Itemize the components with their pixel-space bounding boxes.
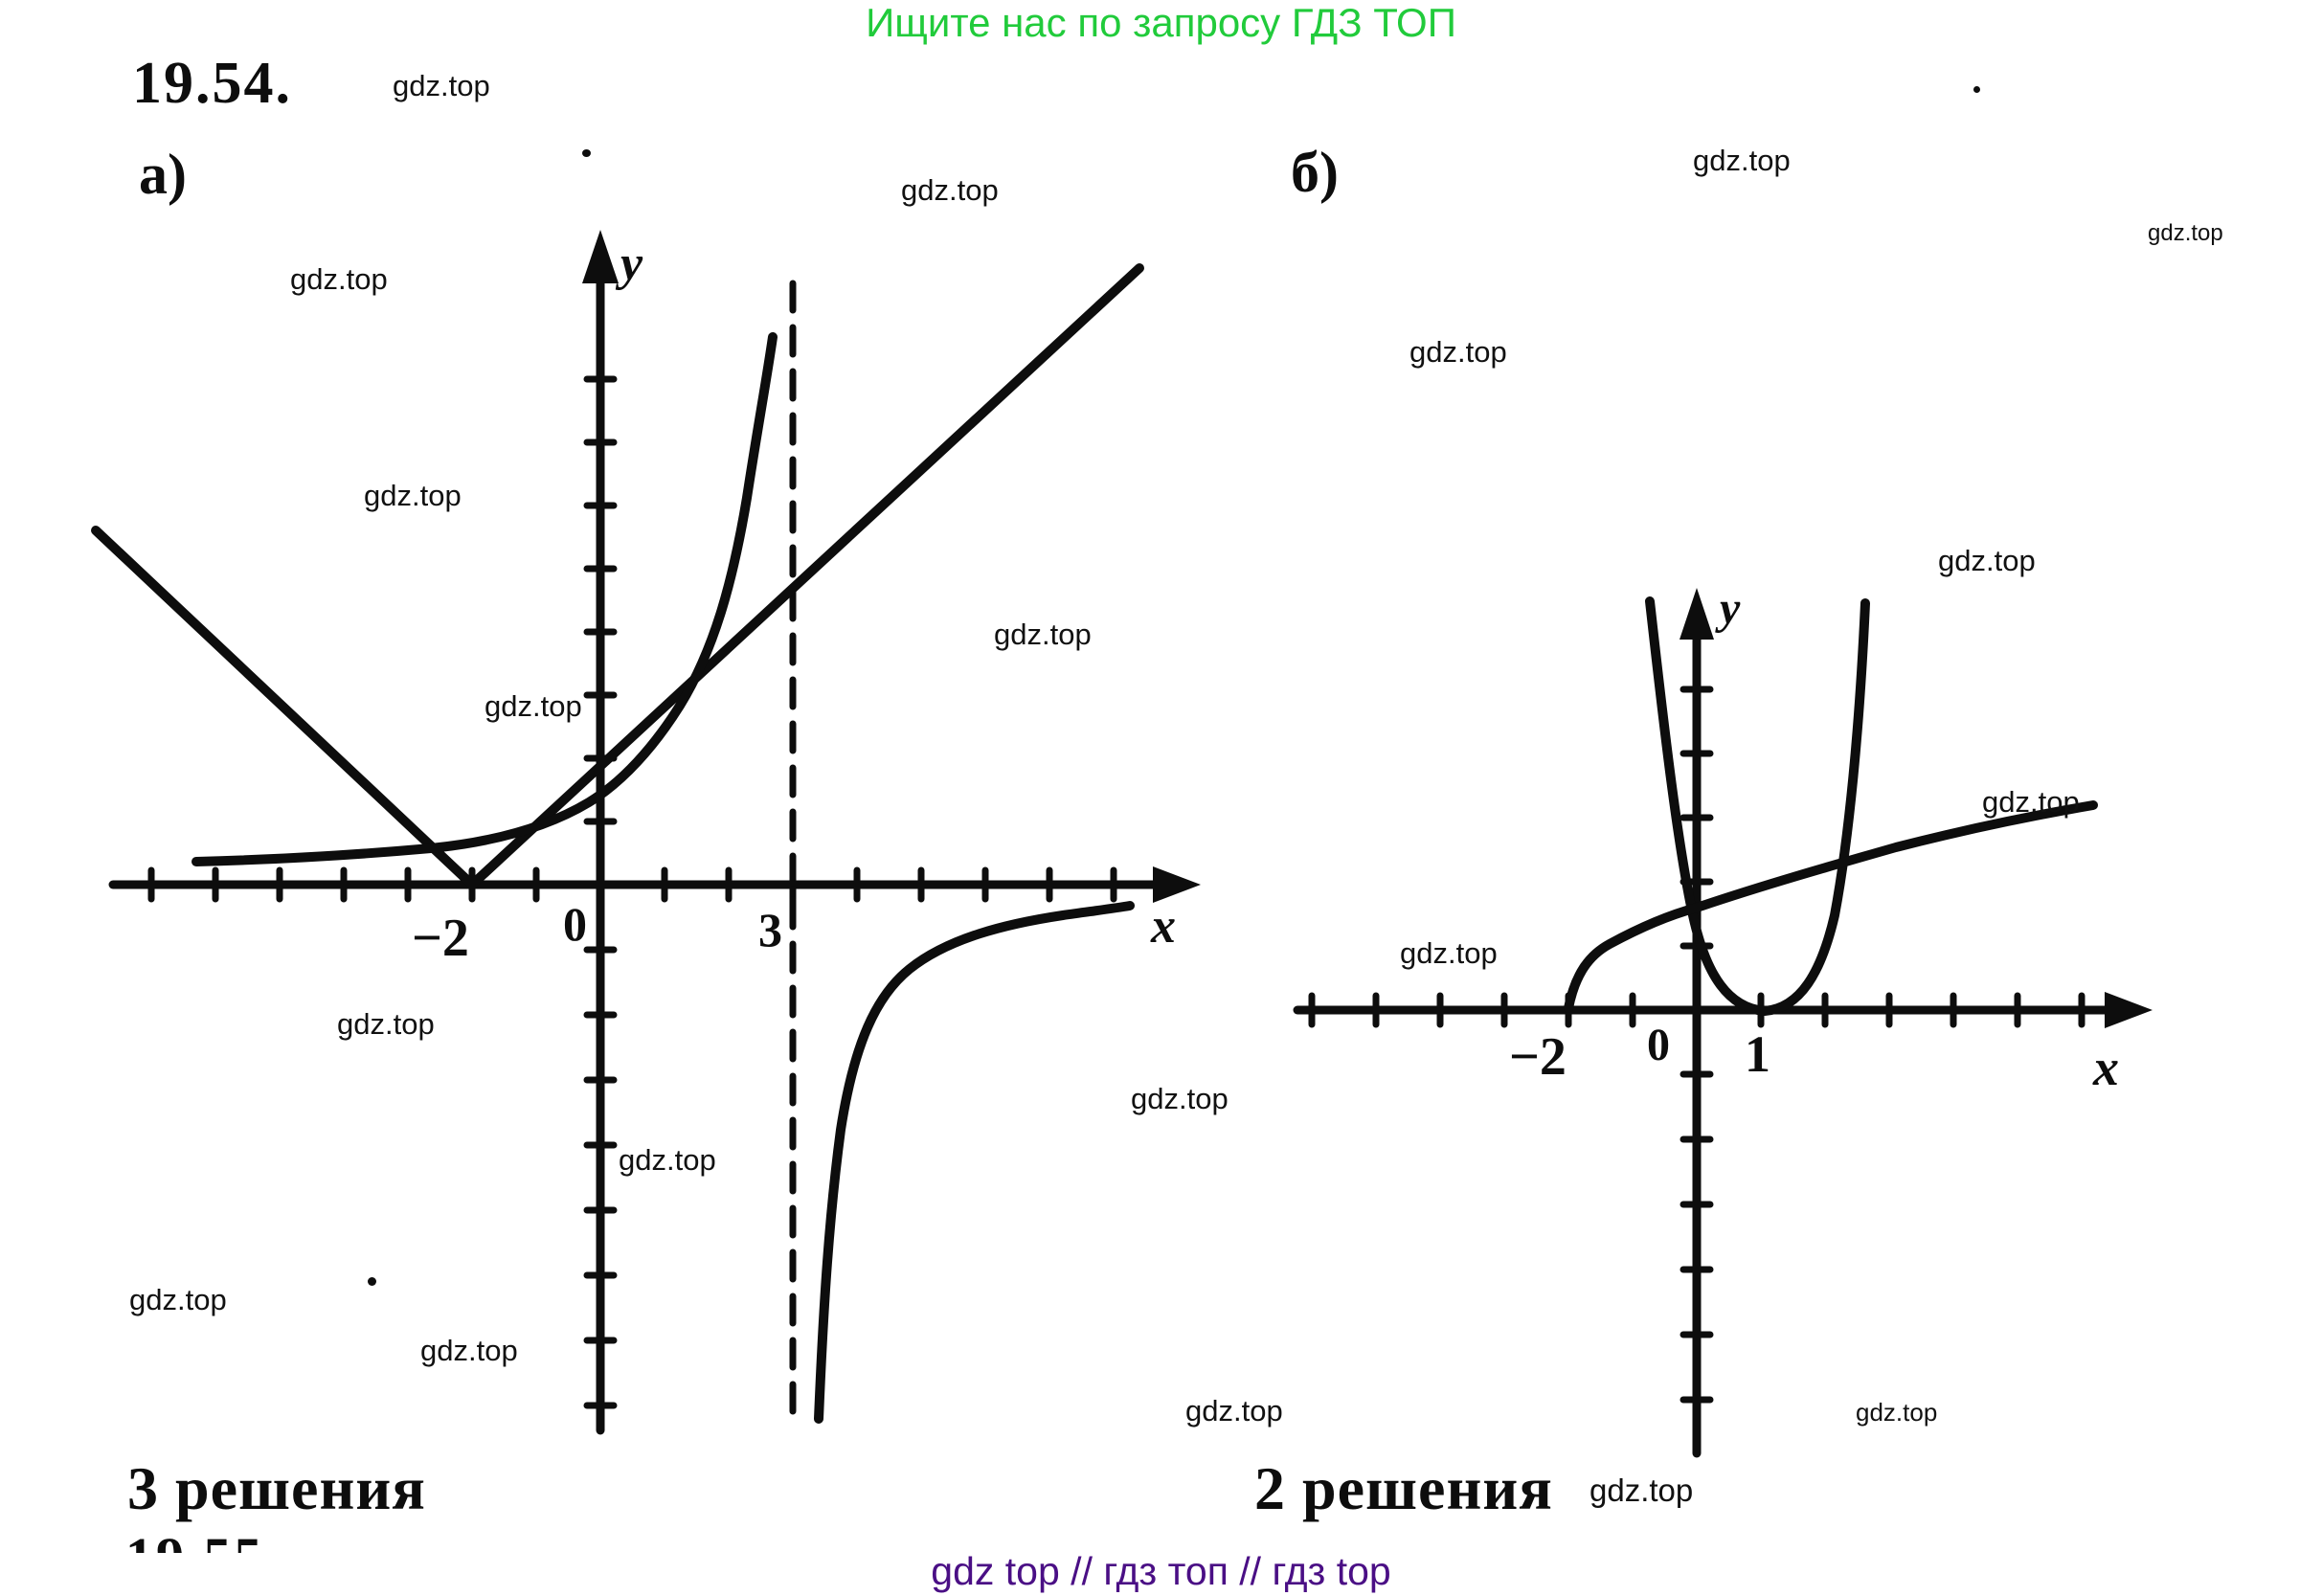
figure-a-tick-label-zero: 0 [563,897,587,951]
watermark: gdz.top [1589,1472,1694,1508]
figure-b-label: б) [1291,141,1339,204]
ink-speck [368,1277,376,1286]
figure-b-x-axis-label: x [2093,1039,2119,1096]
watermark: gdz.top [1693,144,1791,177]
figure-b-x-axis-arrow-icon [2105,992,2153,1028]
figure-b-tick-label-minus2: −2 [1509,1027,1567,1087]
footer-banner: gdz top // гдз топ // гдз top [931,1549,1391,1593]
figure-a-answer: 3 решения [127,1454,426,1522]
watermark: gdz.top [1400,936,1498,970]
watermark: gdz.top [1185,1394,1283,1427]
watermark: gdz.top [1938,544,2036,577]
watermark: gdz.top [337,1007,435,1041]
figure-a-label: а) [139,143,187,206]
figure-a-y-axis-label: y [620,236,643,291]
watermark: gdz.top [1409,335,1507,369]
watermark: gdz.top [2148,220,2223,246]
watermark: gdz.top [1856,1398,1938,1427]
watermark: gdz.top [393,69,490,102]
figure-b-answer: 2 решения [1254,1454,1553,1522]
watermark: gdz.top [1982,785,2080,819]
watermark: gdz.top [485,689,582,723]
ink-speck [1973,86,1980,93]
watermark: gdz.top [1131,1082,1229,1115]
figure-a-curve-hyperbola-left [192,332,778,866]
figure-b-y-axis-label: y [1720,583,1741,634]
figure-a-x-axis-label: x [1151,899,1176,954]
header-banner: Ищите нас по запросу ГДЗ ТОП [866,0,1456,45]
figure-a-curve-hyperbola-right [814,901,1135,1424]
figure-b-curve-sqrt [1564,800,2098,1013]
watermark: gdz.top [420,1334,518,1367]
watermark: gdz.top [290,262,388,296]
figure-a-y-ticks [583,375,618,1409]
ink-speck [582,149,591,157]
figure-b-tick-label-zero: 0 [1647,1020,1670,1070]
figure-b-tick-label-one: 1 [1745,1025,1770,1083]
watermark: gdz.top [901,173,999,207]
next-problem-number-text: 19.55. [125,1530,355,1553]
watermark: gdz.top [129,1283,227,1316]
watermark: gdz.top [994,618,1092,651]
figure-b-curve-parabola [1645,596,1870,1016]
figure-a-y-axis-arrow-icon [582,230,619,283]
figure-a-tick-label-three: 3 [758,903,782,956]
figure-a-tick-label-minus2: −2 [412,909,469,968]
watermark: gdz.top [364,479,462,512]
figure-a-x-axis-arrow-icon [1153,866,1201,903]
problem-number: 19.54. [132,51,292,116]
watermark: gdz.top [619,1143,716,1177]
figure-b-y-axis-arrow-icon [1680,588,1714,640]
figure-a-curve-abs [91,263,1144,889]
next-problem-number-partial: 19.55. [125,1530,355,1553]
